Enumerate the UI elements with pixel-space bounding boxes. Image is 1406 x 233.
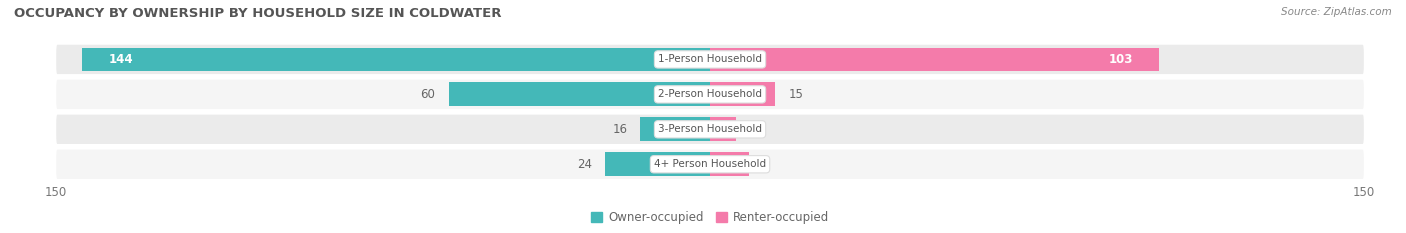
- Text: 144: 144: [108, 53, 134, 66]
- Legend: Owner-occupied, Renter-occupied: Owner-occupied, Renter-occupied: [586, 206, 834, 229]
- Text: 1-Person Household: 1-Person Household: [658, 55, 762, 64]
- Bar: [710, 82, 776, 106]
- Bar: [449, 82, 710, 106]
- Text: 4+ Person Household: 4+ Person Household: [654, 159, 766, 169]
- Text: 3-Person Household: 3-Person Household: [658, 124, 762, 134]
- Bar: [640, 117, 710, 141]
- Text: 60: 60: [420, 88, 436, 101]
- Bar: [710, 117, 737, 141]
- Bar: [710, 152, 749, 176]
- Bar: [710, 48, 1159, 71]
- FancyBboxPatch shape: [56, 150, 1364, 179]
- Text: 15: 15: [789, 88, 803, 101]
- Bar: [606, 152, 710, 176]
- FancyBboxPatch shape: [56, 115, 1364, 144]
- Bar: [83, 48, 710, 71]
- FancyBboxPatch shape: [56, 80, 1364, 109]
- Text: 16: 16: [612, 123, 627, 136]
- Text: 9: 9: [762, 158, 770, 171]
- Text: OCCUPANCY BY OWNERSHIP BY HOUSEHOLD SIZE IN COLDWATER: OCCUPANCY BY OWNERSHIP BY HOUSEHOLD SIZE…: [14, 7, 502, 20]
- Text: 6: 6: [749, 123, 756, 136]
- Text: 103: 103: [1108, 53, 1133, 66]
- Text: 2-Person Household: 2-Person Household: [658, 89, 762, 99]
- Text: Source: ZipAtlas.com: Source: ZipAtlas.com: [1281, 7, 1392, 17]
- Text: 24: 24: [578, 158, 592, 171]
- FancyBboxPatch shape: [56, 45, 1364, 74]
